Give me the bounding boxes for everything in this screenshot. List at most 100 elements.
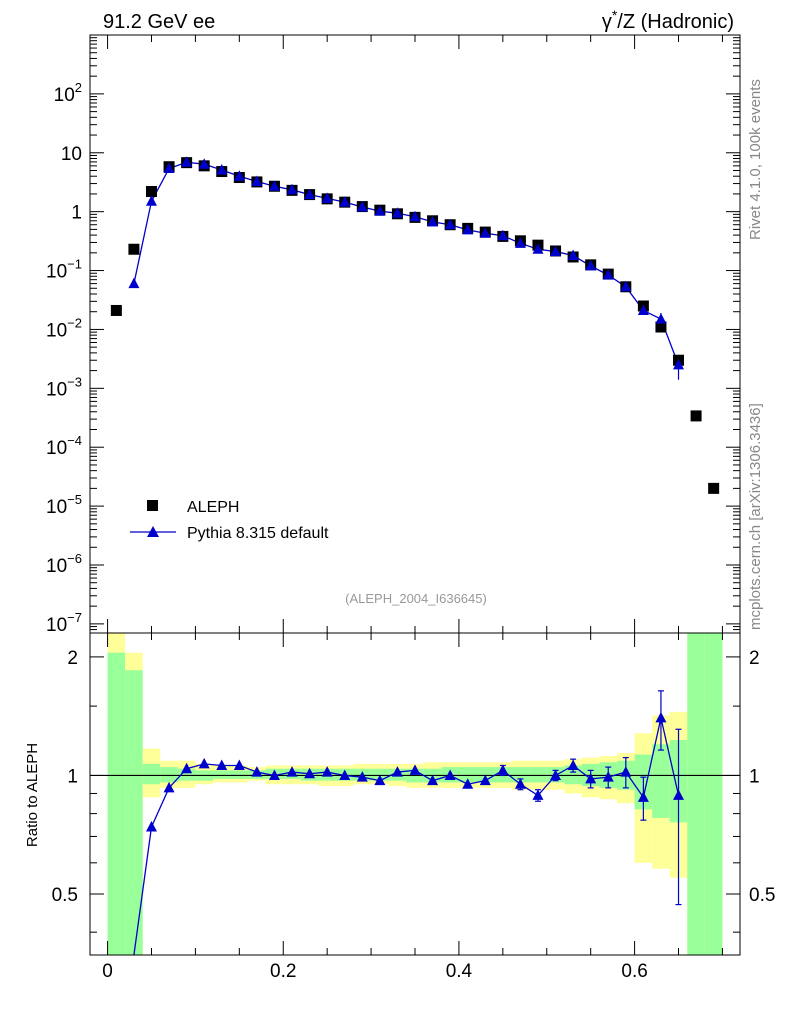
mc-point <box>479 227 491 238</box>
main-y-tick-label: 10−1 <box>46 257 82 283</box>
ratio-band-green <box>107 652 126 955</box>
mc-point <box>620 280 632 292</box>
data-point <box>128 243 140 255</box>
data-point <box>655 321 667 333</box>
ratio-band-green <box>511 767 530 783</box>
main-frame <box>89 34 741 634</box>
main-y-tick-label: 10−7 <box>46 610 82 636</box>
ratio-mc-point <box>163 781 175 793</box>
mc-point <box>602 269 614 280</box>
mc-point <box>268 180 280 191</box>
ratio-mc-point <box>181 762 193 774</box>
legend-data-marker <box>147 500 158 511</box>
ratio-tick-labels: 0.5 0.5 1 1 2 2 0 0.2 0.4 0.6 <box>52 648 776 982</box>
ratio-mc-point <box>321 766 333 777</box>
ratio-mc-point <box>356 771 368 782</box>
ratio-band-green <box>458 767 477 783</box>
mc-point <box>128 277 140 289</box>
mc-point <box>655 313 667 324</box>
mc-point <box>391 207 403 218</box>
mc-point <box>321 192 333 203</box>
ratio-mc-point <box>479 774 491 786</box>
ratio-mc-point <box>673 789 685 800</box>
ratio-mc-point <box>198 757 210 769</box>
title-gamma: γ <box>602 11 612 33</box>
ratio-mc-point <box>286 766 298 777</box>
mc-line <box>133 161 680 366</box>
ratio-mc-point <box>268 769 280 780</box>
main-panel: 10−7 10−6 10−5 10−4 10−3 10−2 10−1 1 10 102 (ALEP… <box>46 34 741 636</box>
ratio-mc-point <box>637 791 649 802</box>
analysis-id: (ALEPH_2004_I636645) <box>345 591 487 606</box>
ratio-mc-point <box>514 778 526 789</box>
mc-point <box>198 158 210 169</box>
ratio-mc-point <box>427 774 439 786</box>
ratio-y-axis-label: Ratio to ALEPH <box>24 743 41 847</box>
mc-point <box>181 156 193 167</box>
ratio-mc-point <box>374 774 386 786</box>
ratio-band-green <box>160 767 178 783</box>
ratio-mc-point <box>444 769 456 780</box>
ratio-y-tick-label-right: 1 <box>749 766 760 787</box>
ratio-y-tick-label-right: 2 <box>749 648 760 669</box>
mc-point <box>462 223 474 235</box>
ratio-band-green <box>230 770 249 779</box>
ratio-mc-point <box>391 766 403 777</box>
main-y-tick-label: 10−3 <box>46 374 82 400</box>
legend-data-label: ALEPH <box>187 499 239 516</box>
mcplots-label: mcplots.cern.ch [arXiv:1306.3436] <box>747 403 764 630</box>
ratio-mc-point <box>233 759 245 770</box>
ratio-band-green <box>125 670 143 955</box>
main-y-tick-label: 102 <box>54 80 82 106</box>
ratio-mc-line <box>133 717 680 956</box>
mc-point <box>163 162 175 174</box>
rivet-label: Rivet 4.1.0, 100k events <box>747 79 764 240</box>
main-y-tick-label: 10−5 <box>46 492 82 518</box>
ratio-y-tick-label: 1 <box>67 766 78 787</box>
ratio-mc-point <box>602 771 614 782</box>
ratio-y-tick-label-right: 0.5 <box>749 885 775 906</box>
mc-point <box>550 245 562 257</box>
ratio-marks <box>90 690 740 956</box>
mc-point <box>567 249 579 261</box>
ratio-mc-point <box>655 711 667 723</box>
ratio-panel: 0.5 0.5 1 1 2 2 0 0.2 0.4 0.6 Ratio to ALEPH <box>24 632 776 982</box>
main-y-tick-label: 1 <box>71 203 82 224</box>
mc-point <box>233 170 245 181</box>
ratio-mc-point <box>497 764 509 775</box>
mc-point <box>251 175 263 187</box>
mc-point <box>356 201 368 212</box>
ratio-band-green <box>687 633 705 955</box>
legend: ALEPH Pythia 8.315 default <box>130 499 329 542</box>
x-tick-label: 0.2 <box>270 961 296 982</box>
ratio-uncertainty-bands <box>107 633 723 955</box>
mc-point <box>409 210 421 222</box>
ratio-mc-point <box>216 759 228 770</box>
mc-point <box>514 237 526 248</box>
ratio-band-green <box>704 633 723 955</box>
ratio-mc-point <box>462 778 474 789</box>
ratio-band-green <box>142 763 161 785</box>
mc-point <box>532 243 544 254</box>
ratio-y-tick-label: 0.5 <box>52 885 78 906</box>
data-point <box>110 304 122 316</box>
x-tick-label: 0.4 <box>446 961 473 982</box>
ratio-y-tick-label: 2 <box>67 648 78 669</box>
mc-point <box>286 183 298 195</box>
main-y-tick-label: 10−2 <box>46 315 82 341</box>
x-tick-label: 0 <box>102 961 113 982</box>
main-y-tick-label: 10−4 <box>46 433 82 459</box>
data-point <box>145 185 157 197</box>
legend-mc-marker <box>147 526 159 537</box>
ratio-band-green <box>177 768 196 781</box>
ratio-mc-point <box>620 766 632 777</box>
main-y-tick-label: 10−6 <box>46 551 82 577</box>
mc-point <box>427 215 439 227</box>
ratio-mc-point <box>585 772 597 784</box>
mc-point <box>304 188 316 200</box>
mc-point <box>673 358 685 370</box>
ratio-axis-ticks <box>90 633 740 955</box>
title-star: * <box>612 7 618 23</box>
ratio-mc-point <box>145 820 157 832</box>
